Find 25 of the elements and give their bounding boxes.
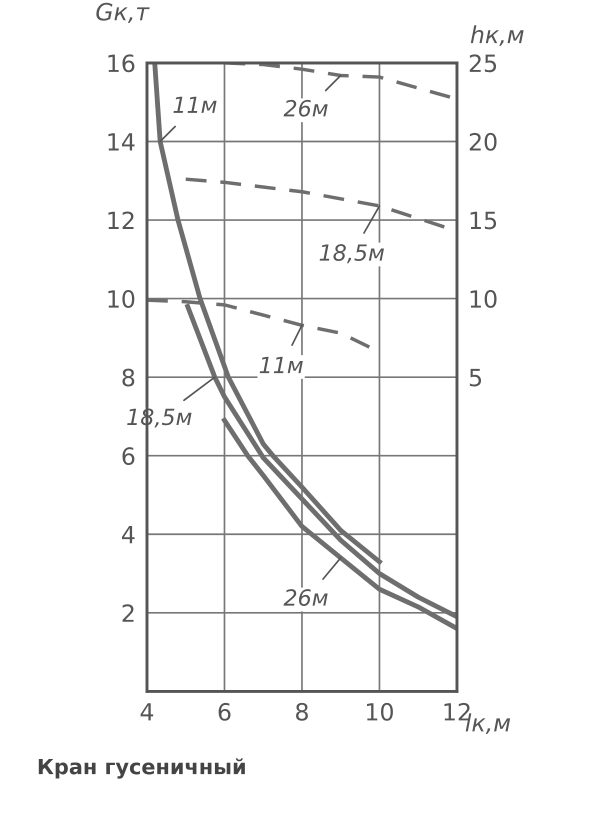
x-tick-label: 6 xyxy=(218,702,230,721)
y2-tick-label: 25 xyxy=(470,54,496,72)
y-tick-label: 12 xyxy=(108,211,134,230)
series-label: 11м xyxy=(260,356,303,374)
y-axis-title: Gк,т xyxy=(96,2,150,24)
y-tick-label: 14 xyxy=(108,133,135,150)
y2-tick-label: 10 xyxy=(470,290,497,308)
series-label: 26м xyxy=(284,100,328,117)
series-label: 26м xyxy=(284,589,328,606)
y-tick-label: 10 xyxy=(108,290,134,308)
y2-tick-label: 5 xyxy=(470,368,482,386)
y2-tick-label: 15 xyxy=(470,212,496,230)
x-tick-label: 4 xyxy=(140,703,154,720)
y-tick-label: 2 xyxy=(122,604,134,622)
y2-tick-label: 20 xyxy=(470,132,497,151)
x-tick-label: 8 xyxy=(296,702,308,721)
x-tick-label: 10 xyxy=(367,702,393,721)
series-label: 18,5м xyxy=(320,244,384,264)
y2-axis-title: hк,м xyxy=(470,25,524,46)
y-tick-label: 6 xyxy=(122,447,134,466)
y-tick-label: 16 xyxy=(108,54,134,72)
text: Кран гусеничный xyxy=(38,758,245,779)
series-label: 11м xyxy=(173,96,217,113)
y-tick-label: 8 xyxy=(122,368,134,386)
y-tick-label: 4 xyxy=(122,526,135,544)
